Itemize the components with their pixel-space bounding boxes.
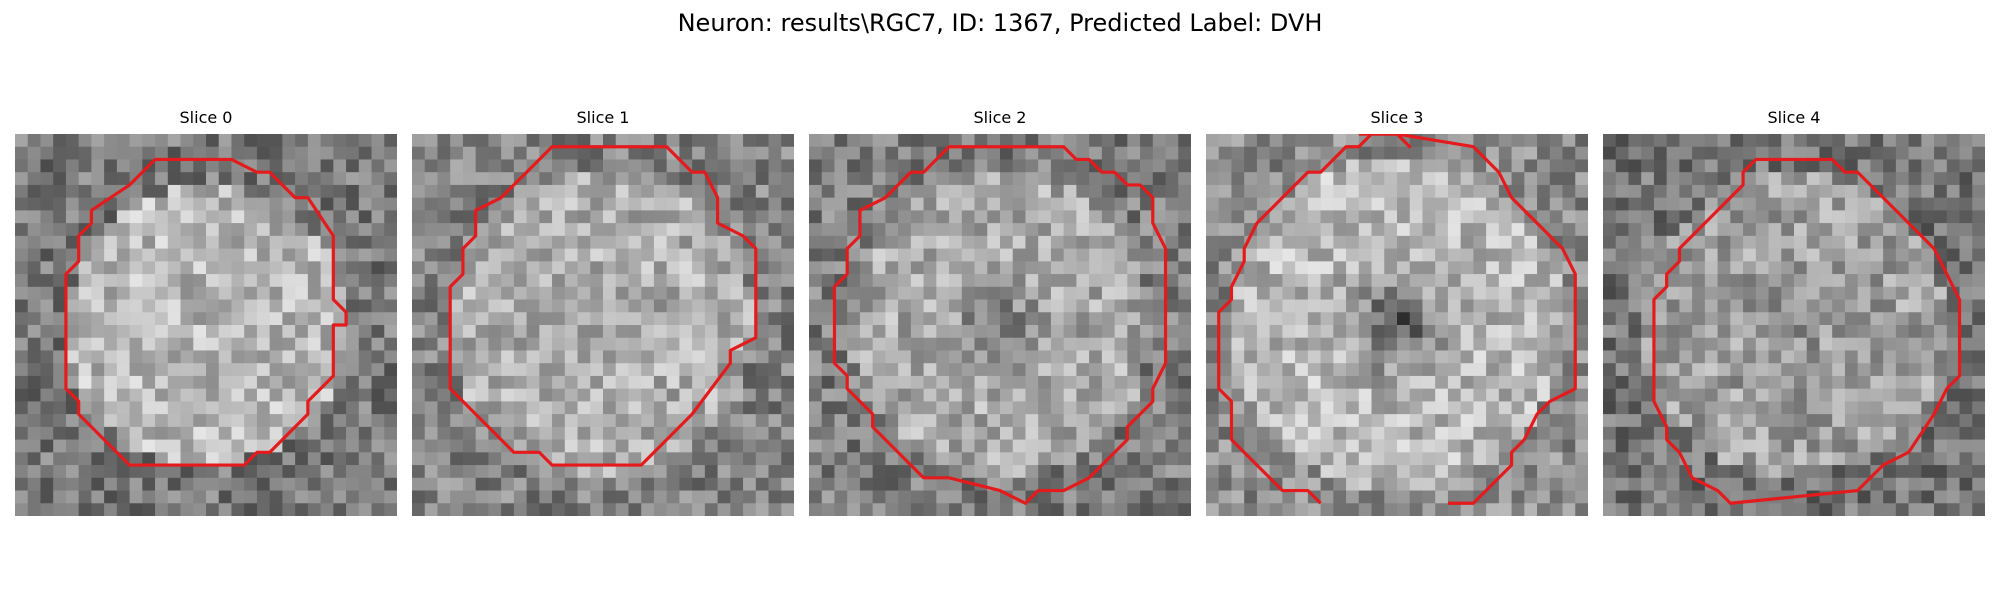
- slice-panel-0: Slice 0: [15, 108, 397, 128]
- slice-image-0: [15, 134, 397, 516]
- slice-panel-2: Slice 2: [809, 108, 1191, 128]
- slice-panel-1: Slice 1: [412, 108, 794, 128]
- slice-image-2: [809, 134, 1191, 516]
- slice-title: Slice 0: [15, 108, 397, 128]
- slice-image-1: [412, 134, 794, 516]
- slice-image-4: [1603, 134, 1985, 516]
- slice-title: Slice 3: [1206, 108, 1588, 128]
- slice-title: Slice 2: [809, 108, 1191, 128]
- slice-title: Slice 4: [1603, 108, 1985, 128]
- slice-panel-3: Slice 3: [1206, 108, 1588, 128]
- slice-image-3: [1206, 134, 1588, 516]
- slice-panel-4: Slice 4: [1603, 108, 1985, 128]
- figure-title: Neuron: results\RGC7, ID: 1367, Predicte…: [0, 6, 2000, 40]
- slice-title: Slice 1: [412, 108, 794, 128]
